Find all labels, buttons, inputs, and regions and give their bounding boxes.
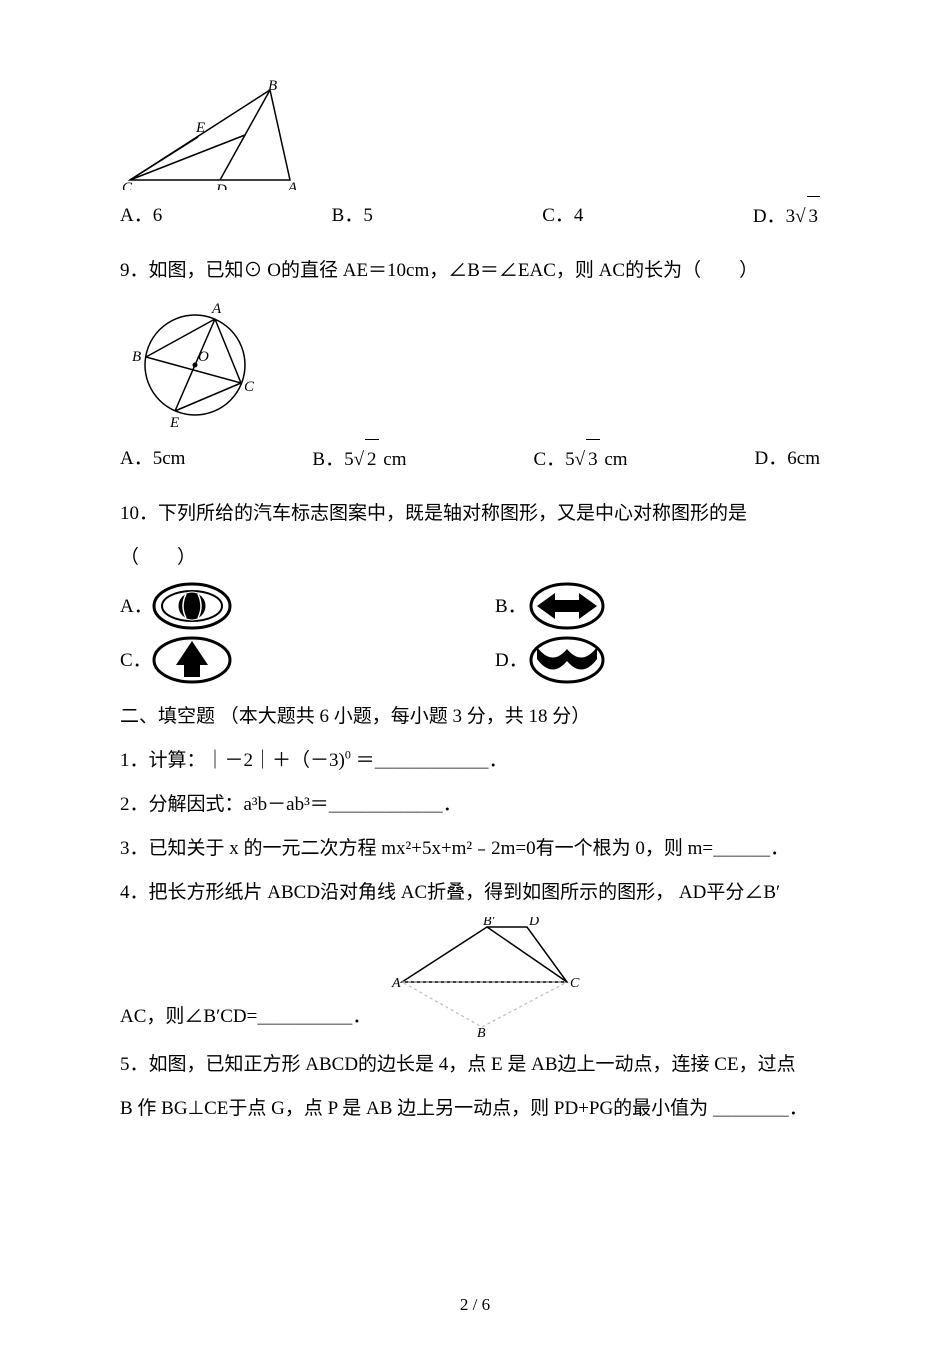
fill-q1: 1．计算：｜－2｜＋（－3)0 ＝＿＿＿＿＿＿． [120, 741, 830, 781]
fill-q5a: 5．如图，已知正方形 ABCD的边长是 4，点 E 是 AB边上一动点，连接 C… [120, 1045, 830, 1085]
q10-opt-d-label: D． [495, 641, 525, 681]
svg-text:A: A [287, 180, 298, 190]
q8-opt-a: A．6 [120, 196, 162, 237]
svg-text:A: A [391, 976, 401, 991]
svg-text:C: C [122, 180, 133, 190]
logo-b-icon [525, 581, 610, 631]
svg-text:D: D [215, 182, 227, 190]
fill-q5b: B 作 BG⊥CE于点 G，点 P 是 AB 边上另一动点，则 PD+PG的最小… [120, 1089, 830, 1129]
q10-paren: （ ） [120, 538, 830, 578]
q4-figure: B′ D A C B [387, 917, 587, 1037]
fill-q3: 3．已知关于 x 的一元二次方程 mx²+5x+m²﹣2m=0有一个根为 0，则… [120, 829, 830, 869]
q9-opt-b: B．5√2 cm [312, 439, 406, 480]
svg-text:B′: B′ [483, 917, 496, 929]
q8-opt-b: B．5 [332, 196, 373, 237]
svg-text:C: C [570, 976, 580, 991]
q9-options: A．5cm B．5√2 cm C．5√3 cm D．6cm [120, 439, 820, 480]
svg-text:A: A [211, 301, 222, 317]
svg-text:B: B [132, 349, 141, 365]
page-number: 2 / 6 [0, 1295, 950, 1315]
q9-stem: 9．如图，已知⊙ O的直径 AE＝10cm，∠B＝∠EAC，则 AC的长为（ ） [120, 251, 830, 291]
fill-q2: 2．分解因式：a³b－ab³＝＿＿＿＿＿＿． [120, 785, 830, 825]
q8-figure: B E C D A [120, 80, 830, 190]
logo-a-icon [150, 581, 235, 631]
section-2-title: 二、填空题 （本大题共 6 小题，每小题 3 分，共 18 分） [120, 697, 830, 737]
svg-text:B: B [268, 80, 277, 94]
q9-figure: A B O E C [120, 295, 830, 435]
fill-q4a: 4．把长方形纸片 ABCD沿对角线 AC折叠，得到如图所示的图形， AD平分∠B… [120, 873, 830, 913]
svg-text:E: E [195, 120, 205, 136]
svg-text:E: E [169, 415, 179, 431]
svg-text:B: B [477, 1026, 486, 1037]
q8-options: A．6 B．5 C．4 D．3√3 [120, 196, 820, 237]
q10-stem: 10．下列所给的汽车标志图案中，既是轴对称图形，又是中心对称图形的是 [120, 494, 830, 534]
q9-opt-a: A．5cm [120, 439, 185, 480]
fill-q4b: AC，则∠B′CD=＿＿＿＿＿． [120, 997, 371, 1037]
q8-opt-d: D．3√3 [753, 196, 820, 237]
svg-text:C: C [244, 379, 255, 395]
logo-d-icon [525, 635, 610, 685]
q10-opt-b-label: B． [495, 587, 525, 627]
svg-text:O: O [198, 349, 209, 365]
q10-opt-c-label: C． [120, 641, 150, 681]
q8-opt-c: C．4 [542, 196, 583, 237]
q9-opt-c: C．5√3 cm [533, 439, 627, 480]
q9-opt-d: D．6cm [755, 439, 820, 480]
logo-c-icon [150, 635, 235, 685]
q10-opt-a-label: A． [120, 587, 150, 627]
svg-text:D: D [528, 917, 539, 929]
